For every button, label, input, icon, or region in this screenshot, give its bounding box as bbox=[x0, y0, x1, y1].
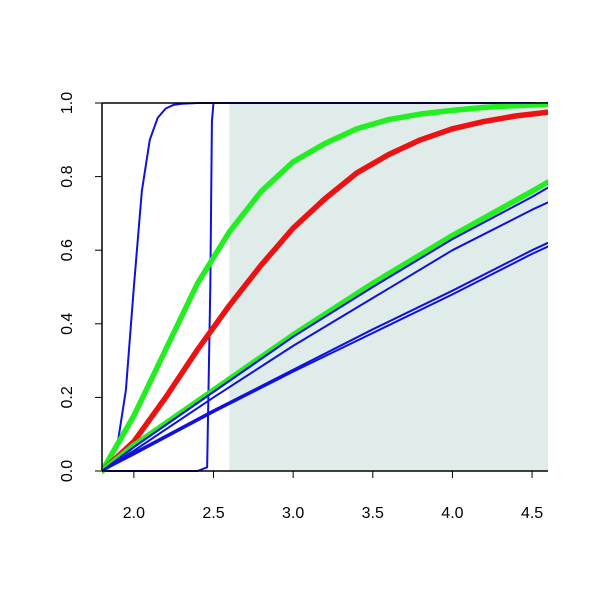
y-tick-label: 0.4 bbox=[59, 313, 76, 335]
y-tick-label: 0.8 bbox=[59, 165, 76, 187]
tick-layer: 2.0 2.5 3.0 3.5 4.0 4.5 0.0 0.2 0.4 0.6 0.8 1.0 bbox=[59, 92, 543, 522]
series-line-4 bbox=[102, 109, 548, 474]
x-tick-label: 4.5 bbox=[521, 505, 543, 522]
series-line-9 bbox=[102, 245, 548, 472]
y-tick-label: 0.6 bbox=[59, 239, 76, 261]
series-line-6 bbox=[102, 186, 548, 472]
x-tick-label: 2.0 bbox=[123, 505, 145, 522]
y-tick-label: 0.0 bbox=[59, 460, 76, 482]
series-line-7 bbox=[102, 201, 548, 472]
axis-layer bbox=[101, 102, 548, 472]
series-line-8 bbox=[102, 241, 548, 472]
x-tick-label: 3.0 bbox=[282, 505, 304, 522]
series-line-3 bbox=[102, 101, 548, 474]
shaded-region-layer bbox=[229, 103, 548, 471]
shaded-region bbox=[229, 103, 548, 471]
y-tick-label: 1.0 bbox=[59, 92, 76, 114]
series-line-5 bbox=[102, 179, 548, 474]
y-tick-label: 0.2 bbox=[59, 386, 76, 408]
x-tick-label: 4.0 bbox=[441, 505, 463, 522]
x-tick-label: 2.5 bbox=[202, 505, 224, 522]
x-tick-label: 3.5 bbox=[362, 505, 384, 522]
